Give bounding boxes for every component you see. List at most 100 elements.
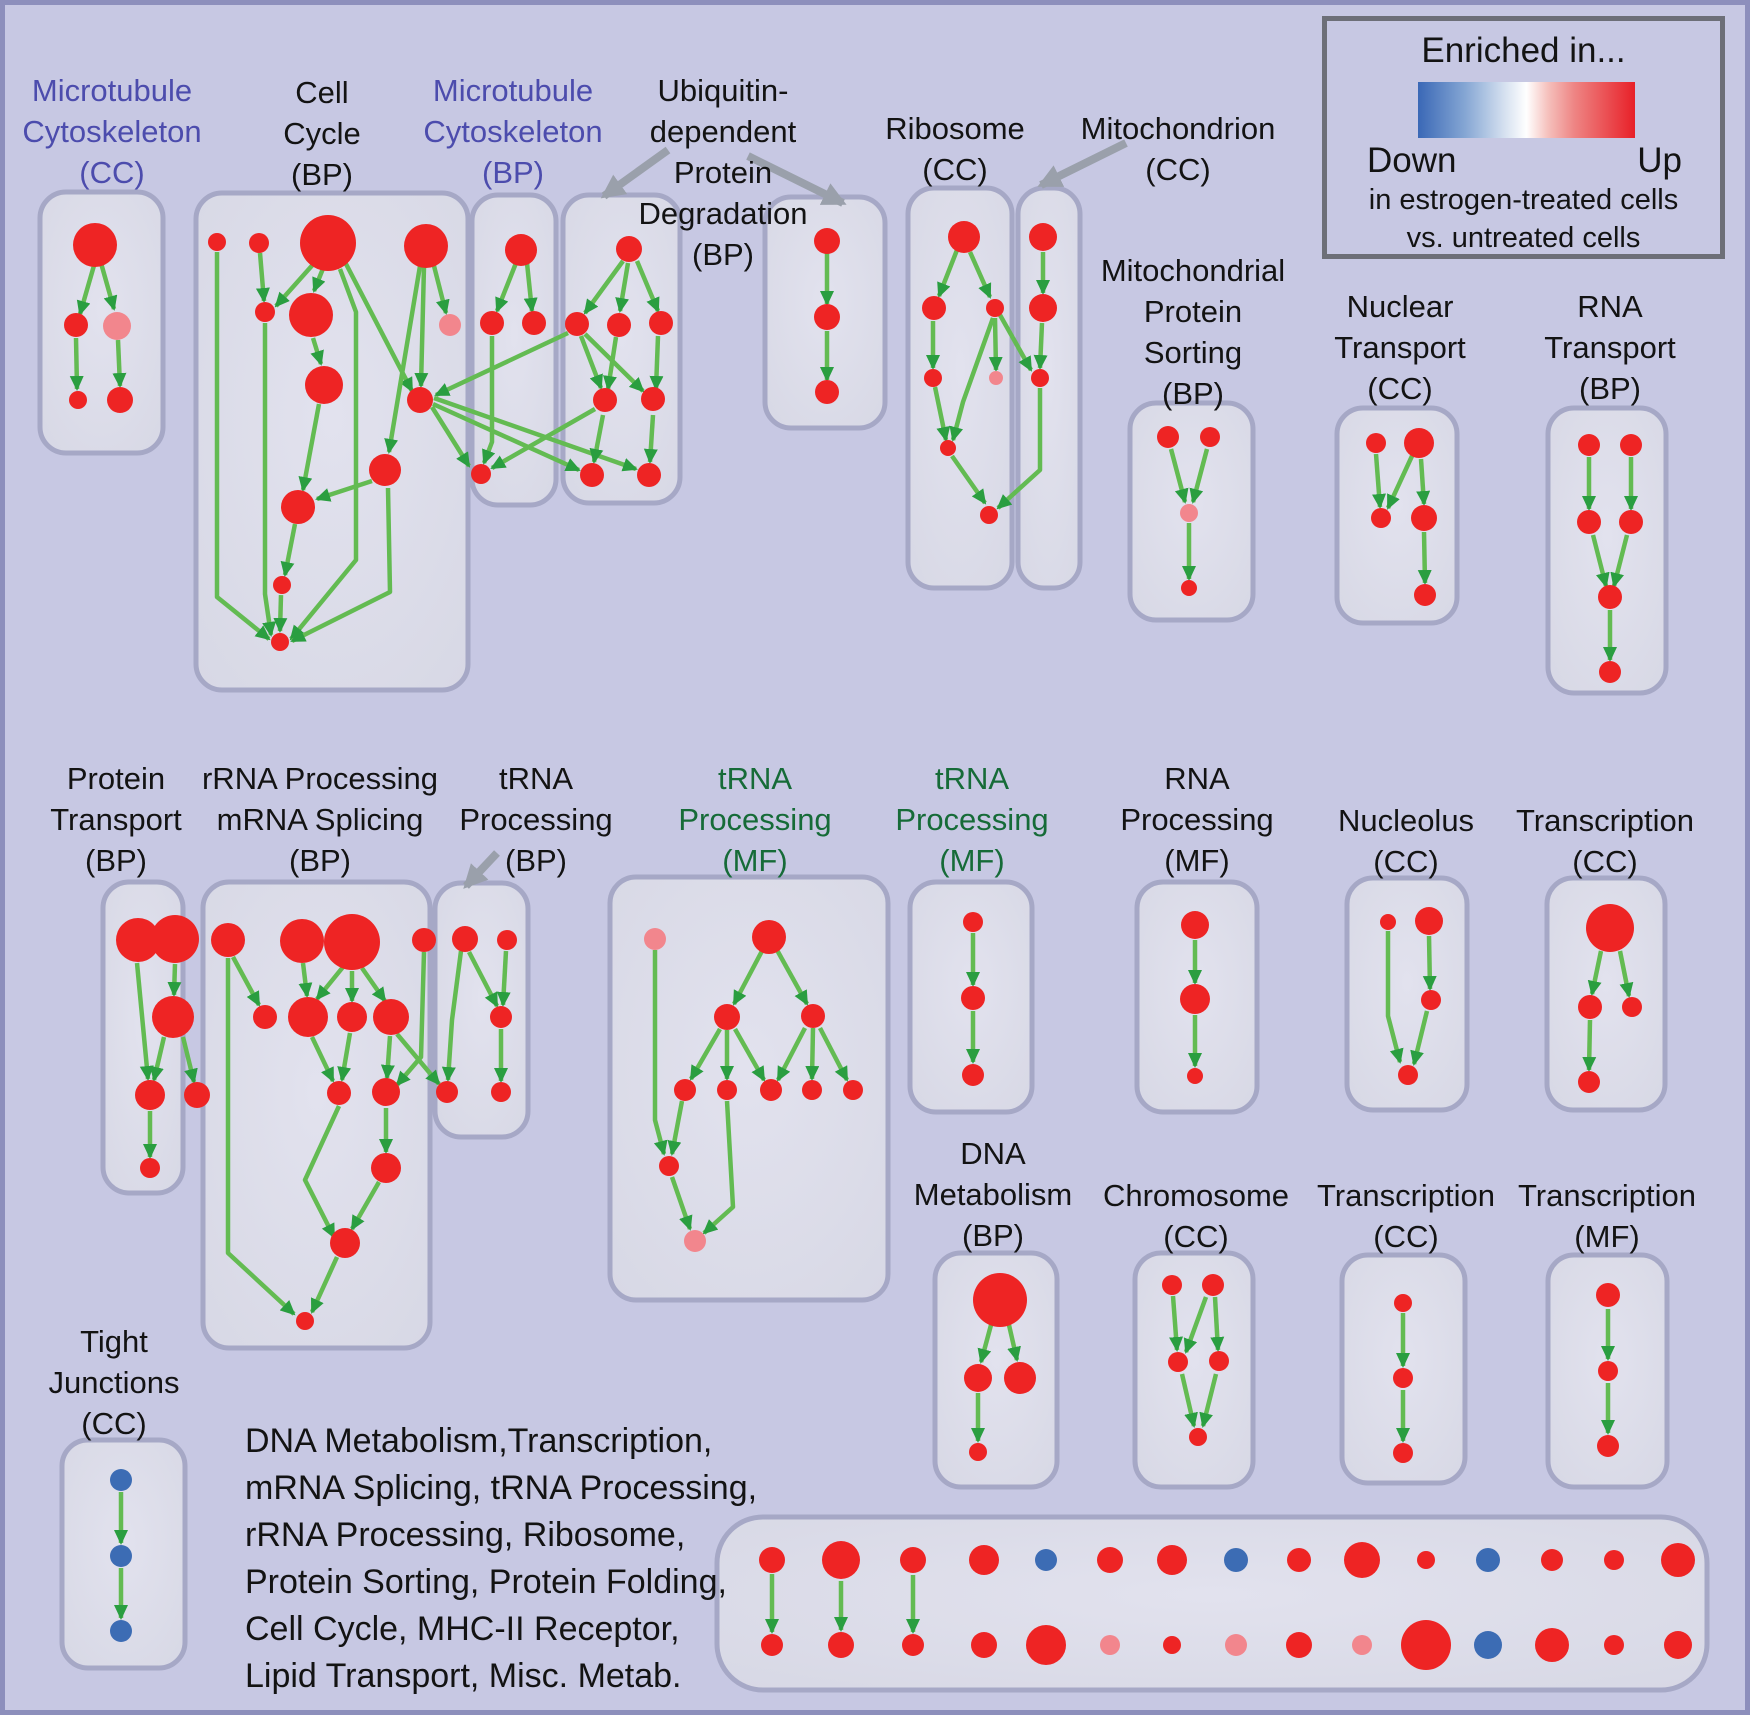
- edge-arrow: [467, 950, 499, 1008]
- edge-arrow: [290, 487, 393, 644]
- go-term-node: [565, 312, 589, 336]
- go-term-node: [1411, 505, 1437, 531]
- go-term-node: [371, 1153, 401, 1183]
- label-line: (MF): [939, 843, 1005, 878]
- go-term-node: [1352, 1635, 1372, 1655]
- edge-arrow: [643, 414, 658, 464]
- edge-arrow: [733, 1027, 766, 1082]
- annotation-arrow: [600, 146, 671, 200]
- go-term-node: [1661, 1543, 1695, 1577]
- label-line: (CC): [922, 152, 988, 187]
- go-term-node: [490, 1006, 512, 1028]
- go-term-node: [644, 928, 666, 950]
- cluster-box-rna-transport: [1545, 405, 1669, 696]
- go-term-node: [480, 311, 504, 335]
- go-term-node: [1619, 510, 1643, 534]
- label-line: Junctions: [48, 1365, 180, 1400]
- go-term-node: [1286, 1632, 1312, 1658]
- edge-arrow: [1189, 448, 1210, 504]
- edge-arrow: [434, 330, 569, 398]
- go-term-node: [843, 1080, 863, 1100]
- label-line: (CC): [1163, 1219, 1229, 1254]
- go-term-node: [963, 912, 983, 932]
- mitochondrion-cc-label: Mitochondrion (CC): [1081, 108, 1276, 190]
- go-term-node: [273, 576, 291, 594]
- go-term-node: [1202, 1274, 1224, 1296]
- go-term-node: [973, 1273, 1027, 1327]
- legend-down-label: Down: [1367, 141, 1457, 180]
- edge-arrow: [395, 951, 427, 1087]
- go-term-node: [1393, 1443, 1413, 1463]
- edge-arrow: [977, 1324, 994, 1364]
- go-term-node: [140, 1158, 160, 1178]
- label-line: DNA: [960, 1136, 1026, 1171]
- edge-arrow: [689, 1027, 722, 1081]
- edge-arrow: [337, 1032, 353, 1082]
- label-line: tRNA: [934, 761, 1010, 796]
- go-term-node: [404, 224, 448, 268]
- go-term-node: [1100, 1635, 1120, 1655]
- rna-processing-mf-label: RNA Processing (MF): [1120, 758, 1273, 881]
- go-term-node: [1476, 1548, 1500, 1572]
- go-term-node: [1604, 1550, 1624, 1570]
- footnote-line: rRNA Processing, Ribosome,: [245, 1516, 686, 1554]
- cluster-box-nucleolus: [1344, 875, 1470, 1113]
- go-term-node: [969, 1443, 987, 1461]
- go-term-node: [1180, 984, 1210, 1014]
- go-term-node: [900, 1547, 926, 1573]
- edge-arrow: [310, 337, 324, 366]
- go-term-node: [641, 387, 665, 411]
- go-term-node: [300, 215, 356, 271]
- edge-arrow: [350, 1180, 381, 1231]
- edge-arrow: [615, 262, 631, 313]
- footnote-line: mRNA Splicing, tRNA Processing,: [245, 1469, 758, 1507]
- edge-arrow: [967, 251, 993, 299]
- label-line: Degradation: [638, 196, 808, 231]
- footnote-line: Protein Sorting, Protein Folding,: [245, 1563, 727, 1601]
- label-line: Microtubule: [31, 73, 193, 108]
- label-line: mRNA Splicing: [216, 802, 424, 837]
- go-term-node: [1415, 907, 1443, 935]
- go-term-node: [373, 999, 409, 1035]
- go-term-node: [505, 234, 537, 266]
- label-line: Mitochondrion: [1080, 111, 1276, 146]
- label-line: Cytoskeleton: [22, 114, 202, 149]
- go-term-node: [1366, 433, 1386, 453]
- go-term-node: [1596, 1283, 1620, 1307]
- go-term-node: [151, 915, 199, 963]
- label-line: (BP): [692, 237, 754, 272]
- edge-arrow: [225, 958, 296, 1316]
- cluster-box-nuclear-transport: [1334, 405, 1460, 626]
- microtubule-cytoskeleton-cc-label: Microtubule Cytoskeleton (CC): [22, 70, 201, 193]
- cluster-box-shared-band: [714, 1514, 1710, 1693]
- go-term-node: [1029, 223, 1057, 251]
- go-term-node: [1578, 1071, 1600, 1093]
- go-term-node: [1200, 427, 1220, 447]
- annotation-arrow: [1037, 139, 1128, 189]
- edge-arrow: [776, 1026, 807, 1082]
- rna-transport-bp-label: RNA Transport (BP): [1544, 286, 1676, 409]
- label-line: Nucleolus: [1337, 803, 1475, 838]
- label-line: (BP): [289, 843, 351, 878]
- edge-arrow: [669, 1176, 693, 1231]
- go-term-node: [1401, 1620, 1451, 1670]
- edge-arrow: [1617, 950, 1634, 998]
- annotation-arrow: [746, 152, 847, 207]
- go-term-node: [1578, 434, 1600, 456]
- edge-arrow: [494, 262, 519, 313]
- go-term-node: [1414, 584, 1436, 606]
- label-line: (CC): [1145, 152, 1211, 187]
- edge-arrow: [652, 950, 668, 1156]
- edge-arrow: [414, 265, 429, 388]
- go-term-node: [110, 1469, 132, 1491]
- go-term-node: [940, 440, 956, 456]
- edge-arrow: [262, 323, 277, 637]
- edge-arrow: [634, 260, 661, 313]
- edge-arrow: [69, 337, 84, 391]
- edge-arrow: [214, 252, 271, 641]
- edge-arrow: [134, 962, 154, 1081]
- go-term-node: [971, 1632, 997, 1658]
- trna-processing-bp-label: tRNA Processing (BP): [459, 758, 612, 881]
- edge-arrow: [589, 414, 606, 464]
- edge-arrow: [298, 403, 322, 492]
